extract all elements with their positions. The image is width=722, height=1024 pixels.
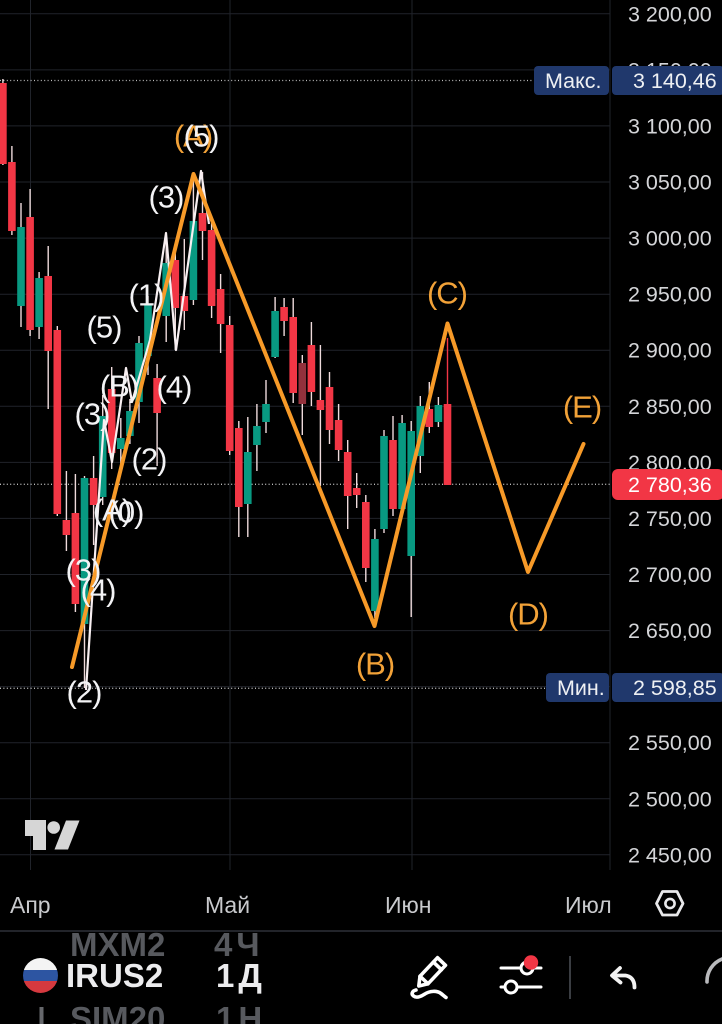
- svg-text:(A): (A): [174, 119, 212, 154]
- svg-text:Макс.: Макс.: [545, 69, 601, 93]
- svg-text:1Н: 1Н: [216, 1000, 266, 1024]
- svg-text:Мин.: Мин.: [557, 676, 605, 700]
- svg-text:2 550,00: 2 550,00: [628, 731, 712, 755]
- svg-text:Май: Май: [205, 892, 250, 918]
- svg-text:2 650,00: 2 650,00: [628, 619, 712, 643]
- svg-text:1Д: 1Д: [216, 957, 266, 994]
- svg-text:3 200,00: 3 200,00: [628, 2, 712, 26]
- svg-text:(4): (4): [81, 573, 116, 608]
- svg-text:2 500,00: 2 500,00: [628, 787, 712, 811]
- svg-text:(2): (2): [67, 675, 102, 710]
- svg-text:(D): (D): [508, 597, 548, 632]
- svg-text:2 900,00: 2 900,00: [628, 339, 712, 363]
- svg-text:2 700,00: 2 700,00: [628, 563, 712, 587]
- svg-text:(5): (5): [87, 310, 122, 345]
- svg-text:(A): (A): [93, 493, 131, 528]
- svg-text:2 950,00: 2 950,00: [628, 283, 712, 307]
- svg-text:МХМ2: МХМ2: [70, 926, 165, 963]
- svg-text:(3): (3): [75, 397, 110, 432]
- svg-text:(5): (5): [184, 119, 219, 154]
- svg-text:3 140,46: 3 140,46: [633, 69, 717, 93]
- svg-text:(B): (B): [100, 369, 138, 404]
- svg-text:(E): (E): [563, 390, 601, 425]
- svg-text:SIM20: SIM20: [70, 1000, 165, 1024]
- svg-text:Июл: Июл: [565, 892, 612, 918]
- svg-text:(C): (C): [427, 276, 467, 311]
- svg-text:(B): (B): [356, 647, 394, 682]
- svg-text:(1): (1): [129, 278, 164, 313]
- svg-text:IRUS2: IRUS2: [66, 957, 163, 994]
- svg-text:3 100,00: 3 100,00: [628, 114, 712, 138]
- svg-text:(3): (3): [149, 180, 184, 215]
- svg-text:3 000,00: 3 000,00: [628, 227, 712, 251]
- svg-text:4Ч: 4Ч: [214, 926, 264, 963]
- svg-text:(2): (2): [132, 442, 167, 477]
- svg-text:3 050,00: 3 050,00: [628, 171, 712, 195]
- svg-text:2 598,85: 2 598,85: [633, 676, 717, 700]
- svg-text:2 780,36: 2 780,36: [628, 473, 712, 497]
- svg-text:Июн: Июн: [385, 892, 431, 918]
- svg-text:(3): (3): [66, 553, 101, 588]
- svg-text:(4): (4): [157, 370, 192, 405]
- svg-text:2 750,00: 2 750,00: [628, 507, 712, 531]
- svg-text:2 850,00: 2 850,00: [628, 395, 712, 419]
- svg-text:2 450,00: 2 450,00: [628, 843, 712, 867]
- svg-text:(0): (0): [109, 495, 144, 530]
- svg-text:Апр: Апр: [10, 892, 51, 918]
